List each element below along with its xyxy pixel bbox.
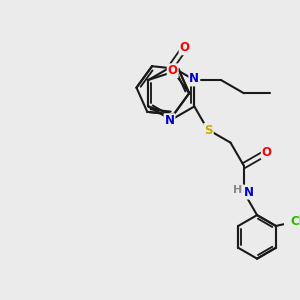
Text: O: O (180, 41, 190, 54)
Text: N: N (189, 73, 199, 85)
Text: O: O (262, 146, 272, 159)
Text: O: O (168, 64, 178, 77)
Text: H: H (233, 185, 243, 195)
Text: Cl: Cl (290, 215, 300, 228)
Text: S: S (204, 124, 213, 137)
Text: N: N (244, 186, 254, 199)
Text: N: N (164, 114, 175, 127)
